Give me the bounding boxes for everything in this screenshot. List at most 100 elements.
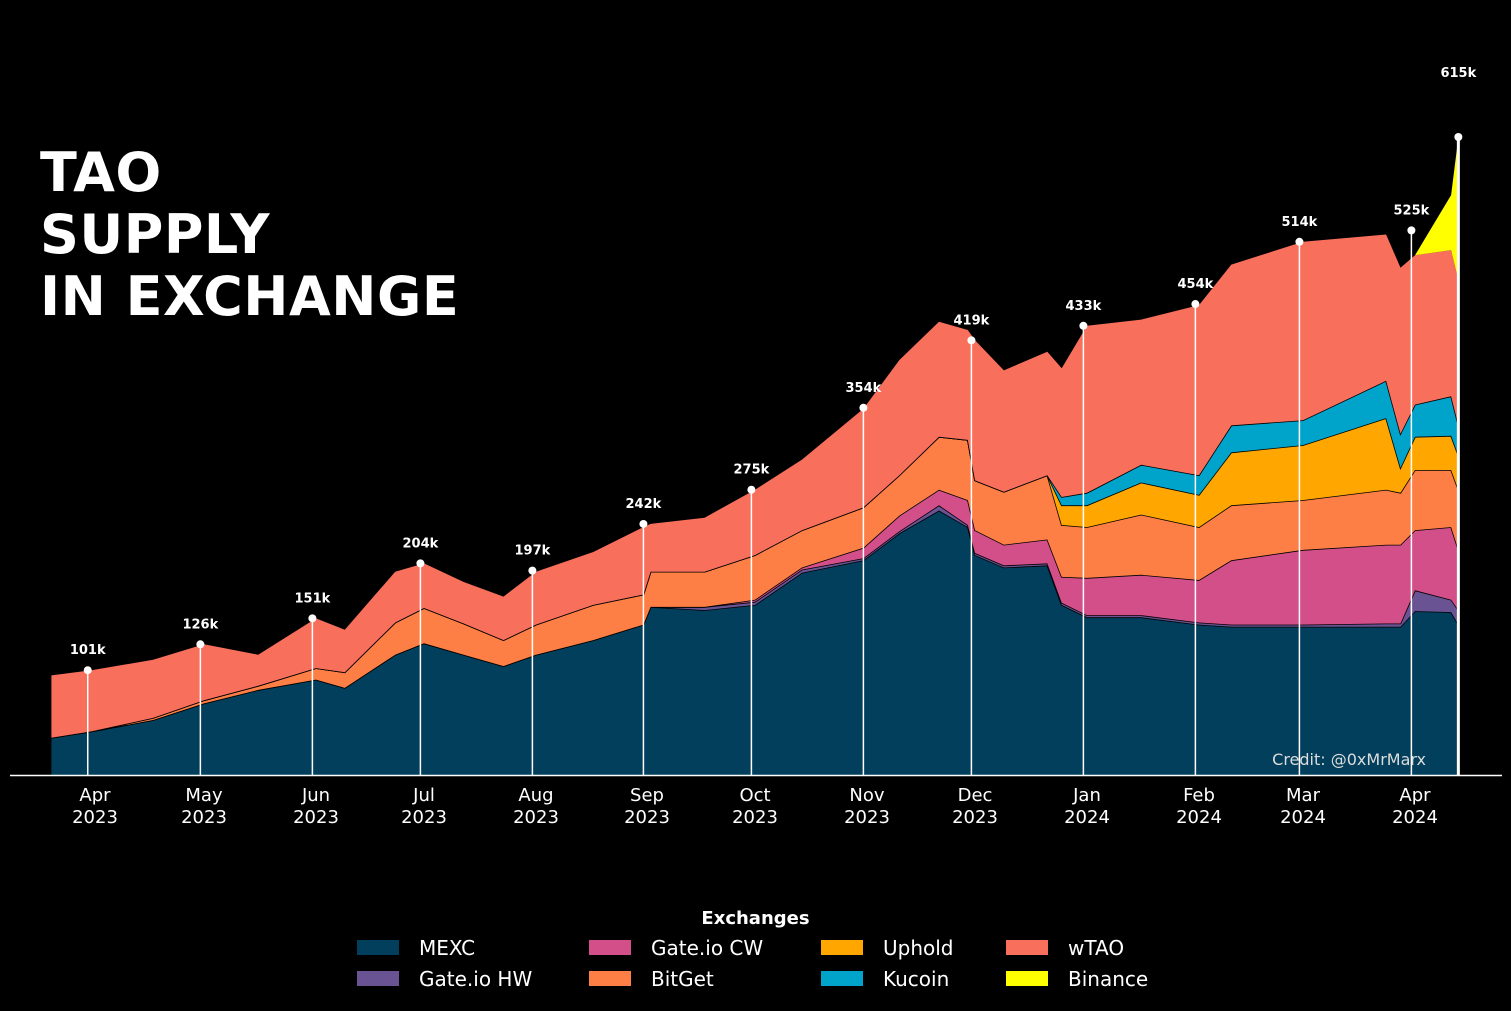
marker-dot bbox=[83, 666, 92, 675]
marker-dot bbox=[1407, 226, 1416, 235]
x-tick-label-year: 2023 bbox=[844, 807, 890, 828]
x-tick-label-year: 2023 bbox=[732, 807, 778, 828]
legend-item-gate-io-hw: Gate.io HW bbox=[357, 966, 589, 991]
annotation-marker: 433k bbox=[1065, 299, 1102, 775]
x-tick-label-month: Oct bbox=[739, 785, 770, 806]
x-tick-label-month: Jul bbox=[412, 785, 435, 806]
marker-label: 101k bbox=[70, 643, 106, 658]
area-mexc bbox=[51, 510, 1459, 775]
annotation-marker: 275k bbox=[734, 463, 770, 775]
marker-label: 354k bbox=[845, 381, 881, 396]
legend-item-wtao: wTAO bbox=[1006, 935, 1206, 960]
x-tick-label-year: 2024 bbox=[1064, 807, 1110, 828]
legend-swatch bbox=[1006, 940, 1048, 955]
legend-item-gate-io-cw: Gate.io CW bbox=[589, 935, 821, 960]
marker-label: 275k bbox=[734, 463, 770, 478]
marker-dot bbox=[1079, 321, 1088, 330]
x-axis-ticks: Apr2023May2023Jun2023Jul2023Aug2023Sep20… bbox=[72, 785, 1438, 828]
area-gate-io-cw bbox=[51, 489, 1459, 738]
x-tick-label-year: 2023 bbox=[72, 807, 118, 828]
marker-dot bbox=[196, 640, 205, 649]
annotation-marker: 151k bbox=[294, 591, 331, 775]
legend-swatch bbox=[821, 971, 863, 986]
x-tick-label-month: Feb bbox=[1183, 785, 1215, 806]
area-bitget bbox=[51, 436, 1459, 738]
x-tick-label-month: Nov bbox=[849, 785, 884, 806]
annotation-marker: 454k bbox=[1177, 277, 1214, 775]
annotation-marker: 242k bbox=[626, 497, 662, 775]
x-tick-label-year: 2024 bbox=[1176, 807, 1222, 828]
marker-label: 454k bbox=[1177, 277, 1213, 292]
x-tick-label-month: Dec bbox=[958, 785, 993, 806]
credit-label: Credit: @0xMrMarx bbox=[1272, 750, 1426, 769]
marker-label: 242k bbox=[626, 497, 662, 512]
legend: Exchanges MEXC Gate.io CW Uphold wTAO Gate.i… bbox=[0, 908, 1511, 991]
annotation-marker: 615k bbox=[1440, 66, 1477, 775]
x-tick-label-year: 2024 bbox=[1392, 807, 1438, 828]
legend-swatch bbox=[357, 940, 399, 955]
marker-dot bbox=[1295, 237, 1304, 246]
annotation-marker: 354k bbox=[845, 381, 882, 775]
x-tick-label-month: Jan bbox=[1072, 785, 1101, 806]
legend-swatch bbox=[821, 940, 863, 955]
x-tick-label-month: Sep bbox=[630, 785, 664, 806]
legend-items: MEXC Gate.io CW Uphold wTAO Gate.io HW BitGet… bbox=[357, 935, 1206, 991]
x-tick-label-month: Jun bbox=[301, 785, 330, 806]
marker-label: 197k bbox=[514, 544, 550, 559]
legend-label: Gate.io CW bbox=[651, 935, 764, 960]
x-tick-label-year: 2023 bbox=[293, 807, 339, 828]
legend-swatch bbox=[1006, 971, 1048, 986]
marker-label: 433k bbox=[1065, 299, 1101, 314]
marker-label: 615k bbox=[1440, 66, 1476, 81]
x-tick-label-month: May bbox=[185, 785, 223, 806]
legend-label: Uphold bbox=[883, 935, 954, 960]
legend-swatch bbox=[589, 971, 631, 986]
legend-item-kucoin: Kucoin bbox=[821, 966, 1006, 991]
x-tick-label-year: 2024 bbox=[1280, 807, 1326, 828]
marker-dot bbox=[639, 519, 648, 528]
x-tick-label-month: Mar bbox=[1286, 785, 1321, 806]
marker-dot bbox=[747, 485, 756, 494]
marker-label: 126k bbox=[182, 617, 218, 632]
legend-swatch bbox=[357, 971, 399, 986]
legend-label: Binance bbox=[1068, 966, 1149, 991]
legend-label: Gate.io HW bbox=[419, 966, 533, 991]
annotation-marker: 197k bbox=[514, 544, 551, 775]
title-line-2: SUPPLY bbox=[40, 203, 270, 266]
legend-item-uphold: Uphold bbox=[821, 935, 1006, 960]
area-wtao bbox=[51, 234, 1459, 738]
title-line-1: TAO bbox=[40, 141, 162, 204]
area-uphold bbox=[51, 418, 1459, 738]
annotation-markers: 101k 126k 151k 204k 197k 242k 275k 354k 419k 433k… bbox=[70, 66, 1477, 775]
marker-label: 514k bbox=[1282, 215, 1318, 230]
area-layers bbox=[51, 137, 1460, 775]
annotation-marker: 204k bbox=[403, 536, 439, 775]
x-tick-label-month: Aug bbox=[518, 785, 553, 806]
chart-title: TAO SUPPLY IN EXCHANGE bbox=[40, 142, 459, 328]
marker-dot bbox=[528, 566, 537, 575]
x-tick-label-month: Apr bbox=[79, 785, 111, 806]
x-tick-label-year: 2023 bbox=[513, 807, 559, 828]
marker-label: 204k bbox=[403, 536, 439, 551]
marker-label: 419k bbox=[954, 313, 990, 328]
legend-title: Exchanges bbox=[701, 908, 810, 929]
x-tick-label-year: 2023 bbox=[181, 807, 227, 828]
title-line-3: IN EXCHANGE bbox=[40, 265, 460, 328]
marker-dot bbox=[859, 403, 868, 412]
annotation-marker: 419k bbox=[954, 313, 990, 775]
x-tick-label-year: 2023 bbox=[952, 807, 998, 828]
legend-label: Kucoin bbox=[883, 966, 950, 991]
x-tick-label-year: 2023 bbox=[624, 807, 670, 828]
annotation-marker: 126k bbox=[182, 617, 219, 775]
legend-label: wTAO bbox=[1068, 935, 1125, 960]
area-kucoin bbox=[51, 380, 1459, 738]
marker-dot bbox=[967, 336, 976, 345]
legend-item-binance: Binance bbox=[1006, 966, 1206, 991]
marker-dot bbox=[1191, 300, 1200, 309]
annotation-marker: 514k bbox=[1282, 215, 1318, 775]
annotation-marker: 101k bbox=[70, 643, 106, 775]
marker-dot bbox=[416, 559, 425, 568]
legend-label: MEXC bbox=[419, 935, 476, 960]
legend-swatch bbox=[589, 940, 631, 955]
